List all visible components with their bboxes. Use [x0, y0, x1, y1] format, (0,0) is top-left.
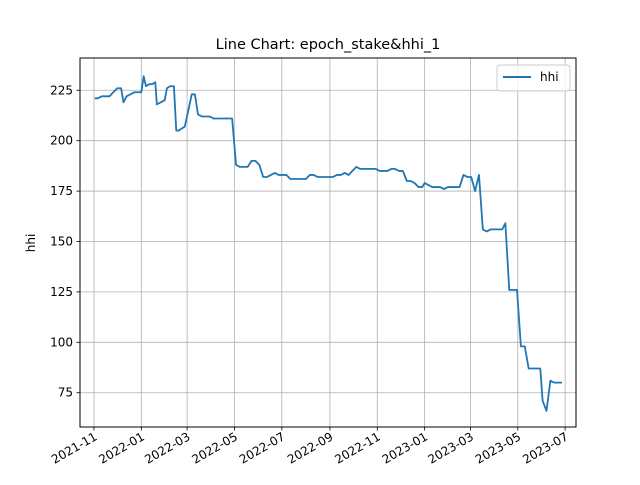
plot-area-frame: [79, 57, 577, 428]
x-tick-label: 2022-05: [190, 429, 240, 466]
chart-title: Line Chart: epoch_stake&hhi_1: [216, 37, 441, 53]
x-axis: 2021-112022-012022-032022-052022-072022-…: [49, 427, 571, 467]
y-tick-label: 175: [50, 184, 73, 198]
legend: hhi: [496, 64, 571, 92]
x-tick-label: 2023-03: [426, 429, 476, 466]
x-tick-label: 2021-11: [49, 429, 99, 466]
legend-label-hhi: hhi: [540, 70, 559, 84]
y-axis-label: hhi: [24, 234, 38, 253]
x-tick-label: 2022-03: [142, 429, 192, 466]
x-tick-label: 2023-05: [473, 429, 523, 466]
x-tick-label: 2022-11: [332, 429, 382, 466]
y-tick-label: 75: [58, 386, 73, 400]
series-line-hhi: [94, 75, 563, 412]
y-tick-label: 125: [50, 285, 73, 299]
x-tick-label: 2023-01: [380, 429, 430, 466]
y-tick-label: 225: [50, 83, 73, 97]
x-tick-label: 2023-07: [520, 429, 570, 466]
y-tick-label: 100: [50, 335, 73, 349]
legend-box: [496, 64, 571, 92]
y-tick-label: 200: [50, 134, 73, 148]
x-tick-label: 2022-01: [96, 429, 146, 466]
y-axis: 75 100 125 150 175 200 225: [50, 83, 80, 400]
x-tick-label: 2022-07: [237, 429, 287, 466]
series-layer: [94, 75, 563, 412]
y-tick-label: 150: [50, 234, 73, 248]
x-tick-label: 2022-09: [285, 429, 335, 466]
grid-lines: [80, 58, 576, 427]
